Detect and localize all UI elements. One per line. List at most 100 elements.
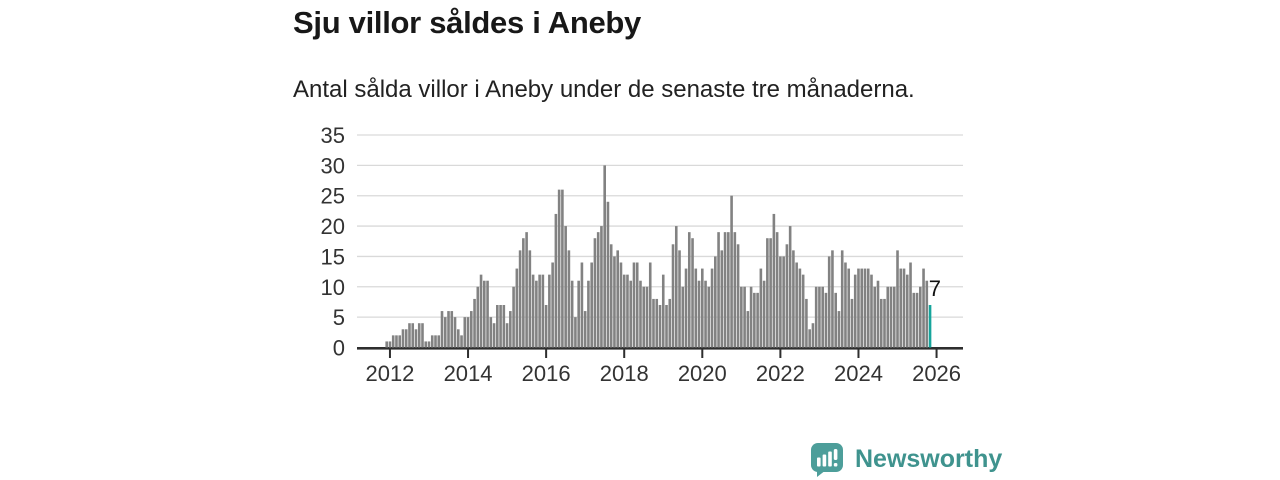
x-tick-label: 2026 (912, 361, 961, 386)
bar (727, 232, 730, 348)
bar (899, 268, 903, 348)
bar (564, 226, 567, 348)
bar (821, 286, 824, 348)
page-title: Sju villor såldes i Aneby (293, 5, 641, 40)
bar (421, 323, 424, 348)
bar (704, 280, 707, 348)
bar (502, 305, 506, 348)
bar (538, 274, 541, 348)
bar (411, 323, 415, 348)
bar (827, 256, 831, 348)
bar (798, 268, 802, 348)
bar (414, 329, 418, 348)
bar (775, 232, 779, 348)
bar (645, 286, 649, 348)
bar (554, 213, 558, 348)
bar (779, 256, 782, 348)
bar (456, 329, 460, 348)
bar (531, 274, 535, 348)
bar (785, 244, 789, 348)
bar (886, 286, 890, 348)
bar (714, 256, 717, 348)
bar (603, 165, 606, 348)
bar (385, 341, 388, 348)
bar (697, 280, 701, 348)
bar (622, 274, 626, 348)
bar (918, 286, 922, 348)
bar (613, 256, 616, 348)
bar (681, 286, 685, 348)
bar (753, 292, 756, 348)
bar (684, 268, 688, 348)
bar (509, 311, 512, 348)
bar (892, 286, 896, 348)
bar (762, 280, 766, 348)
bar (801, 274, 805, 348)
bar (489, 317, 493, 348)
x-tick-label: 2018 (600, 361, 649, 386)
bar (499, 305, 502, 348)
bar (580, 262, 584, 348)
bar (844, 262, 847, 348)
bar (857, 268, 860, 348)
bar (658, 305, 662, 348)
bar (557, 189, 561, 348)
bar (736, 244, 740, 348)
x-axis-line (357, 347, 963, 350)
bar (710, 268, 714, 348)
bar (925, 280, 929, 348)
y-tick-label: 30 (321, 153, 345, 178)
y-tick-label: 25 (321, 184, 345, 209)
y-tick-label: 5 (333, 305, 345, 330)
bar (687, 232, 691, 348)
bar (782, 256, 785, 348)
bar (694, 268, 698, 348)
bar (837, 311, 841, 348)
bar (473, 298, 476, 348)
bar (570, 280, 574, 348)
brand-footer: Newsworthy (808, 440, 1002, 478)
bar (915, 292, 919, 348)
bar (528, 250, 532, 348)
bar (870, 274, 873, 348)
bar (437, 335, 441, 348)
bar (505, 323, 509, 348)
bar (850, 298, 854, 348)
bar (535, 280, 538, 348)
bar (642, 286, 646, 348)
bar (391, 335, 395, 348)
bar (476, 286, 480, 348)
bar (824, 292, 828, 348)
bar (818, 286, 821, 348)
bar (668, 298, 672, 348)
bar (840, 250, 844, 348)
bar (629, 280, 633, 348)
x-tick-label: 2020 (678, 361, 727, 386)
bar (541, 274, 545, 348)
bar (883, 298, 886, 348)
bar (866, 268, 870, 348)
bar (831, 250, 834, 348)
bar (795, 262, 798, 348)
bar (469, 311, 473, 348)
bar (700, 268, 704, 348)
bar (492, 323, 496, 348)
bar (427, 341, 431, 348)
bar (496, 305, 499, 348)
bar (733, 232, 737, 348)
x-tick-label: 2016 (522, 361, 571, 386)
bar (430, 335, 434, 348)
bar (808, 329, 811, 348)
bar (518, 250, 522, 348)
bar (905, 274, 909, 348)
bar (596, 232, 600, 348)
bar (853, 274, 857, 348)
bar (661, 274, 665, 348)
bar (691, 238, 694, 348)
bar (590, 262, 593, 348)
bar (896, 250, 899, 348)
bar (814, 286, 818, 348)
bar (740, 286, 743, 348)
highlighted-bar (928, 305, 932, 348)
